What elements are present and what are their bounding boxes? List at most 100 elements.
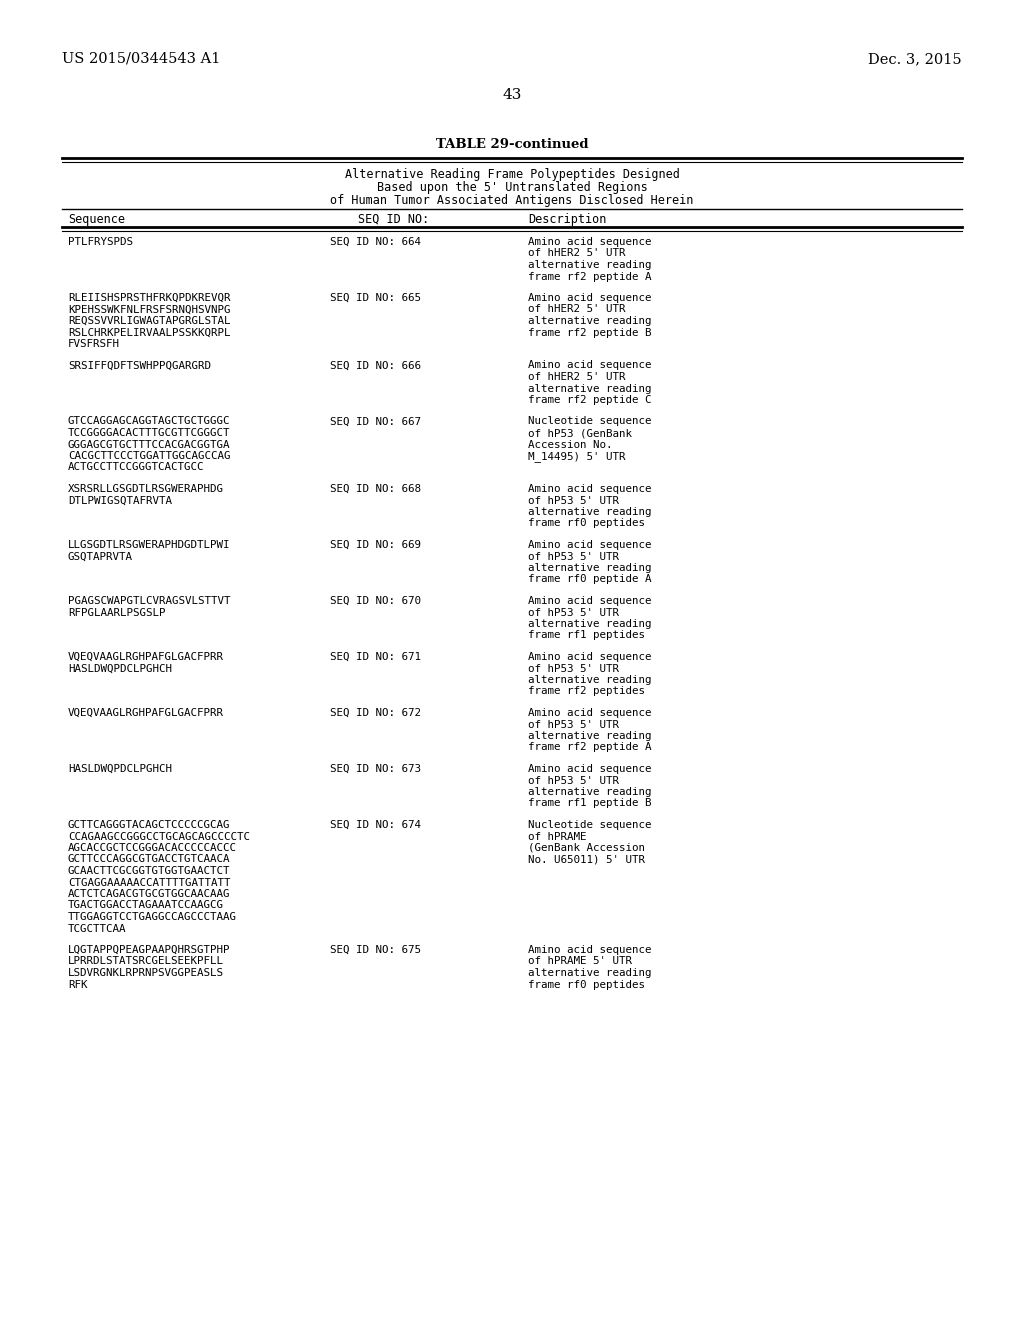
Text: TGACTGGACCTAGAAATCCAAGCG: TGACTGGACCTAGAAATCCAAGCG <box>68 900 224 911</box>
Text: alternative reading: alternative reading <box>528 260 651 271</box>
Text: Amino acid sequence: Amino acid sequence <box>528 540 651 550</box>
Text: SEQ ID NO: 674: SEQ ID NO: 674 <box>330 820 421 830</box>
Text: alternative reading: alternative reading <box>528 564 651 573</box>
Text: TABLE 29-continued: TABLE 29-continued <box>436 139 588 150</box>
Text: SEQ ID NO: 670: SEQ ID NO: 670 <box>330 597 421 606</box>
Text: of hHER2 5' UTR: of hHER2 5' UTR <box>528 305 626 314</box>
Text: PGAGSCWAPGTLCVRAGSVLSTTVT: PGAGSCWAPGTLCVRAGSVLSTTVT <box>68 597 230 606</box>
Text: alternative reading: alternative reading <box>528 787 651 797</box>
Text: GGGAGCGTGCTTTCCACGACGGTGA: GGGAGCGTGCTTTCCACGACGGTGA <box>68 440 230 450</box>
Text: of hHER2 5' UTR: of hHER2 5' UTR <box>528 372 626 381</box>
Text: Amino acid sequence: Amino acid sequence <box>528 708 651 718</box>
Text: KPEHSSWKFNLFRSFSRNQHSVNPG: KPEHSSWKFNLFRSFSRNQHSVNPG <box>68 305 230 314</box>
Text: frame rf2 peptide B: frame rf2 peptide B <box>528 327 651 338</box>
Text: GSQTAPRVTA: GSQTAPRVTA <box>68 552 133 561</box>
Text: LPRRDLSTATSRCGELSEEKPFLL: LPRRDLSTATSRCGELSEEKPFLL <box>68 957 224 966</box>
Text: frame rf2 peptides: frame rf2 peptides <box>528 686 645 697</box>
Text: of hP53 5' UTR: of hP53 5' UTR <box>528 776 618 785</box>
Text: TCGCTTCAA: TCGCTTCAA <box>68 924 127 933</box>
Text: Nucleotide sequence: Nucleotide sequence <box>528 417 651 426</box>
Text: HASLDWQPDCLPGHCH: HASLDWQPDCLPGHCH <box>68 764 172 774</box>
Text: Amino acid sequence: Amino acid sequence <box>528 360 651 371</box>
Text: Description: Description <box>528 213 606 226</box>
Text: No. U65011) 5' UTR: No. U65011) 5' UTR <box>528 854 645 865</box>
Text: SEQ ID NO: 664: SEQ ID NO: 664 <box>330 238 421 247</box>
Text: SRSIFFQDFTSWHPPQGARGRD: SRSIFFQDFTSWHPPQGARGRD <box>68 360 211 371</box>
Text: XSRSRLLGSGDTLRSGWERAPHDG: XSRSRLLGSGDTLRSGWERAPHDG <box>68 484 224 494</box>
Text: of hP53 5' UTR: of hP53 5' UTR <box>528 607 618 618</box>
Text: VQEQVAAGLRGHPAFGLGACFPRR: VQEQVAAGLRGHPAFGLGACFPRR <box>68 652 224 663</box>
Text: Amino acid sequence: Amino acid sequence <box>528 764 651 774</box>
Text: of hP53 5' UTR: of hP53 5' UTR <box>528 719 618 730</box>
Text: DTLPWIGSQTAFRVTA: DTLPWIGSQTAFRVTA <box>68 495 172 506</box>
Text: CTGAGGAAAAACCATTTTGATTATT: CTGAGGAAAAACCATTTTGATTATT <box>68 878 230 887</box>
Text: ACTCTCAGACGTGCGTGGCAACAAG: ACTCTCAGACGTGCGTGGCAACAAG <box>68 888 230 899</box>
Text: SEQ ID NO: 668: SEQ ID NO: 668 <box>330 484 421 494</box>
Text: SEQ ID NO:: SEQ ID NO: <box>358 213 429 226</box>
Text: frame rf0 peptide A: frame rf0 peptide A <box>528 574 651 585</box>
Text: SEQ ID NO: 666: SEQ ID NO: 666 <box>330 360 421 371</box>
Text: of hP53 (GenBank: of hP53 (GenBank <box>528 428 632 438</box>
Text: frame rf2 peptide A: frame rf2 peptide A <box>528 742 651 752</box>
Text: TCCGGGGACACTTTGCGTTCGGGCT: TCCGGGGACACTTTGCGTTCGGGCT <box>68 428 230 438</box>
Text: Alternative Reading Frame Polypeptides Designed: Alternative Reading Frame Polypeptides D… <box>344 168 680 181</box>
Text: TTGGAGGTCCTGAGGCCAGCCCTAAG: TTGGAGGTCCTGAGGCCAGCCCTAAG <box>68 912 237 921</box>
Text: Nucleotide sequence: Nucleotide sequence <box>528 820 651 830</box>
Text: frame rf1 peptides: frame rf1 peptides <box>528 631 645 640</box>
Text: alternative reading: alternative reading <box>528 507 651 517</box>
Text: US 2015/0344543 A1: US 2015/0344543 A1 <box>62 51 220 66</box>
Text: RFK: RFK <box>68 979 87 990</box>
Text: SEQ ID NO: 671: SEQ ID NO: 671 <box>330 652 421 663</box>
Text: CACGCTTCCCTGGATTGGCAGCCAG: CACGCTTCCCTGGATTGGCAGCCAG <box>68 451 230 461</box>
Text: AGCACCGCTCCGGGACACCCCCACCC: AGCACCGCTCCGGGACACCCCCACCC <box>68 843 237 853</box>
Text: SEQ ID NO: 673: SEQ ID NO: 673 <box>330 764 421 774</box>
Text: GCTTCCCAGGCGTGACCTGTCAACA: GCTTCCCAGGCGTGACCTGTCAACA <box>68 854 230 865</box>
Text: Amino acid sequence: Amino acid sequence <box>528 597 651 606</box>
Text: alternative reading: alternative reading <box>528 968 651 978</box>
Text: Based upon the 5' Untranslated Regions: Based upon the 5' Untranslated Regions <box>377 181 647 194</box>
Text: Accession No.: Accession No. <box>528 440 612 450</box>
Text: frame rf1 peptide B: frame rf1 peptide B <box>528 799 651 808</box>
Text: GCTTCAGGGTACAGCTCCCCCGCAG: GCTTCAGGGTACAGCTCCCCCGCAG <box>68 820 230 830</box>
Text: of Human Tumor Associated Antigens Disclosed Herein: of Human Tumor Associated Antigens Discl… <box>331 194 693 207</box>
Text: alternative reading: alternative reading <box>528 675 651 685</box>
Text: frame rf0 peptides: frame rf0 peptides <box>528 519 645 528</box>
Text: SEQ ID NO: 675: SEQ ID NO: 675 <box>330 945 421 954</box>
Text: ACTGCCTTCCGGGTCACTGCC: ACTGCCTTCCGGGTCACTGCC <box>68 462 205 473</box>
Text: Amino acid sequence: Amino acid sequence <box>528 293 651 304</box>
Text: of hP53 5' UTR: of hP53 5' UTR <box>528 495 618 506</box>
Text: alternative reading: alternative reading <box>528 384 651 393</box>
Text: of hPRAME 5' UTR: of hPRAME 5' UTR <box>528 957 632 966</box>
Text: Dec. 3, 2015: Dec. 3, 2015 <box>868 51 962 66</box>
Text: REQSSVVRLIGWAGTAPGRGLSTAL: REQSSVVRLIGWAGTAPGRGLSTAL <box>68 315 230 326</box>
Text: CCAGAAGCCGGGCCTGCAGCAGCCCCTC: CCAGAAGCCGGGCCTGCAGCAGCCCCTC <box>68 832 250 842</box>
Text: of hP53 5' UTR: of hP53 5' UTR <box>528 552 618 561</box>
Text: Sequence: Sequence <box>68 213 125 226</box>
Text: RFPGLAARLPSGSLP: RFPGLAARLPSGSLP <box>68 607 166 618</box>
Text: SEQ ID NO: 665: SEQ ID NO: 665 <box>330 293 421 304</box>
Text: VQEQVAAGLRGHPAFGLGACFPRR: VQEQVAAGLRGHPAFGLGACFPRR <box>68 708 224 718</box>
Text: Amino acid sequence: Amino acid sequence <box>528 652 651 663</box>
Text: of hHER2 5' UTR: of hHER2 5' UTR <box>528 248 626 259</box>
Text: Amino acid sequence: Amino acid sequence <box>528 238 651 247</box>
Text: LLGSGDTLRSGWERAPHDGDTLPWI: LLGSGDTLRSGWERAPHDGDTLPWI <box>68 540 230 550</box>
Text: SEQ ID NO: 672: SEQ ID NO: 672 <box>330 708 421 718</box>
Text: LSDVRGNKLRPRNPSVGGPEASLS: LSDVRGNKLRPRNPSVGGPEASLS <box>68 968 224 978</box>
Text: RLEIISHSPRSTHFRKQPDKREVQR: RLEIISHSPRSTHFRKQPDKREVQR <box>68 293 230 304</box>
Text: SEQ ID NO: 667: SEQ ID NO: 667 <box>330 417 421 426</box>
Text: RSLCHRKPELIRVAALPSSKKQRPL: RSLCHRKPELIRVAALPSSKKQRPL <box>68 327 230 338</box>
Text: FVSFRSFH: FVSFRSFH <box>68 339 120 348</box>
Text: alternative reading: alternative reading <box>528 619 651 630</box>
Text: of hPRAME: of hPRAME <box>528 832 587 842</box>
Text: LQGTAPPQPEAGPAAPQHRSGTPHP: LQGTAPPQPEAGPAAPQHRSGTPHP <box>68 945 230 954</box>
Text: alternative reading: alternative reading <box>528 731 651 741</box>
Text: frame rf2 peptide C: frame rf2 peptide C <box>528 395 651 405</box>
Text: Amino acid sequence: Amino acid sequence <box>528 484 651 494</box>
Text: PTLFRYSPDS: PTLFRYSPDS <box>68 238 133 247</box>
Text: frame rf2 peptide A: frame rf2 peptide A <box>528 272 651 281</box>
Text: of hP53 5' UTR: of hP53 5' UTR <box>528 664 618 673</box>
Text: M_14495) 5' UTR: M_14495) 5' UTR <box>528 451 626 462</box>
Text: HASLDWQPDCLPGHCH: HASLDWQPDCLPGHCH <box>68 664 172 673</box>
Text: 43: 43 <box>503 88 521 102</box>
Text: alternative reading: alternative reading <box>528 315 651 326</box>
